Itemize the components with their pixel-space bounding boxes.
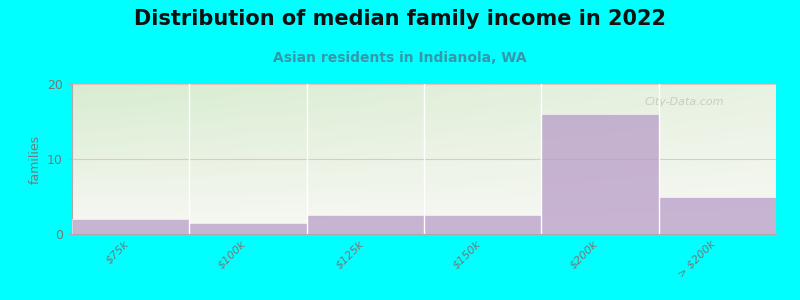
Bar bbox=[306, 215, 424, 234]
Text: Asian residents in Indianola, WA: Asian residents in Indianola, WA bbox=[273, 51, 527, 65]
Bar bbox=[190, 223, 306, 234]
Bar bbox=[658, 196, 776, 234]
Bar bbox=[542, 114, 658, 234]
Bar bbox=[72, 219, 190, 234]
Text: City-Data.com: City-Data.com bbox=[645, 97, 724, 107]
Y-axis label: families: families bbox=[29, 134, 42, 184]
Text: Distribution of median family income in 2022: Distribution of median family income in … bbox=[134, 9, 666, 29]
Bar bbox=[424, 215, 542, 234]
